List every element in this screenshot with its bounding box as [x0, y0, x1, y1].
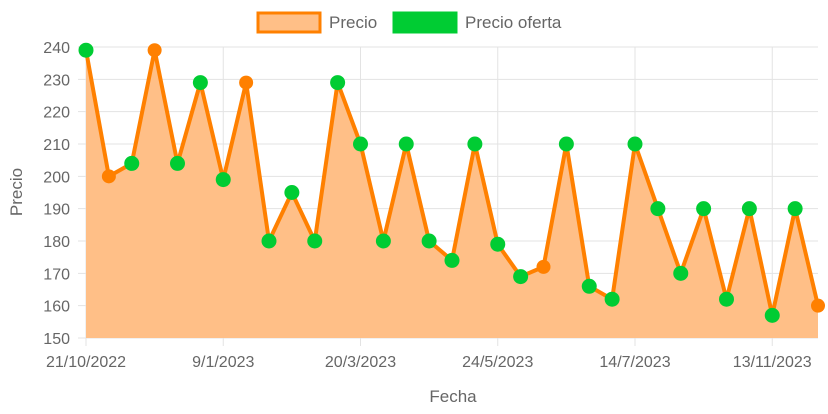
y-axis-title: Precio	[7, 168, 26, 216]
precio-oferta-point	[421, 233, 437, 249]
precio-oferta-point	[307, 233, 323, 249]
y-tick-label: 230	[43, 72, 70, 89]
precio-oferta-point	[330, 75, 346, 91]
x-tick-label: 21/10/2022	[46, 354, 126, 371]
legend-swatch-precio[interactable]	[256, 11, 322, 34]
precio-oferta-point	[170, 155, 185, 171]
precio-area	[86, 50, 818, 338]
legend-label-precio[interactable]: Precio	[329, 13, 377, 32]
x-tick-label: 24/5/2023	[462, 354, 533, 371]
y-tick-label: 160	[43, 299, 70, 316]
precio-oferta-point	[215, 172, 231, 188]
precio-oferta-point	[513, 269, 529, 285]
precio-oferta-point	[741, 201, 757, 217]
y-axis-ticks: 150 160 170 180 190 200 210 220 230 240	[43, 40, 70, 348]
precio-area-fill	[86, 50, 818, 338]
precio-point	[147, 43, 162, 58]
x-tick-label: 9/1/2023	[192, 354, 254, 371]
x-axis-ticks: 21/10/2022 9/1/2023 20/3/2023 24/5/2023 14/7…	[46, 354, 812, 371]
precio-oferta-point	[78, 42, 94, 58]
y-tick-label: 190	[43, 202, 70, 219]
precio-oferta-point	[192, 75, 208, 91]
precio-oferta-point	[581, 278, 597, 294]
precio-oferta-point	[627, 136, 643, 152]
precio-oferta-point	[719, 291, 734, 307]
legend: Precio Precio oferta	[256, 11, 562, 34]
precio-oferta-point	[673, 265, 689, 281]
y-tick-label: 220	[43, 105, 70, 122]
precio-oferta-point	[284, 185, 300, 200]
precio-oferta-points	[78, 42, 803, 323]
y-tick-label: 240	[43, 40, 70, 57]
precio-oferta-point	[375, 233, 391, 249]
y-tick-label: 210	[43, 137, 70, 154]
y-tick-label: 150	[43, 331, 70, 348]
precio-oferta-point	[696, 201, 712, 217]
precio-point	[811, 298, 825, 313]
precio-oferta-point	[787, 201, 803, 217]
y-tick-label: 180	[43, 234, 70, 251]
precio-oferta-point	[124, 155, 140, 171]
y-tick-label: 200	[43, 169, 70, 186]
precio-oferta-point	[604, 291, 620, 307]
legend-swatch-precio-oferta[interactable]	[392, 11, 458, 34]
precio-oferta-point	[558, 136, 574, 152]
precio-oferta-point	[490, 236, 506, 252]
x-tick-label: 20/3/2023	[325, 354, 396, 371]
precio-oferta-point	[444, 252, 460, 268]
precio-oferta-point	[650, 201, 666, 217]
y-tick-label: 170	[43, 266, 70, 283]
x-tick-label: 13/11/2023	[733, 354, 812, 371]
precio-oferta-point	[261, 233, 277, 249]
x-axis-title: Fecha	[429, 387, 477, 406]
precio-point	[239, 75, 254, 90]
precio-oferta-point	[764, 307, 780, 323]
precio-oferta-point	[398, 136, 414, 152]
precio-point	[536, 259, 551, 274]
x-tick-label: 14/7/2023	[599, 354, 670, 371]
precio-point	[101, 169, 116, 184]
precio-oferta-point	[353, 136, 368, 152]
legend-label-precio-oferta[interactable]: Precio oferta	[465, 13, 562, 32]
precio-oferta-point	[467, 136, 483, 152]
